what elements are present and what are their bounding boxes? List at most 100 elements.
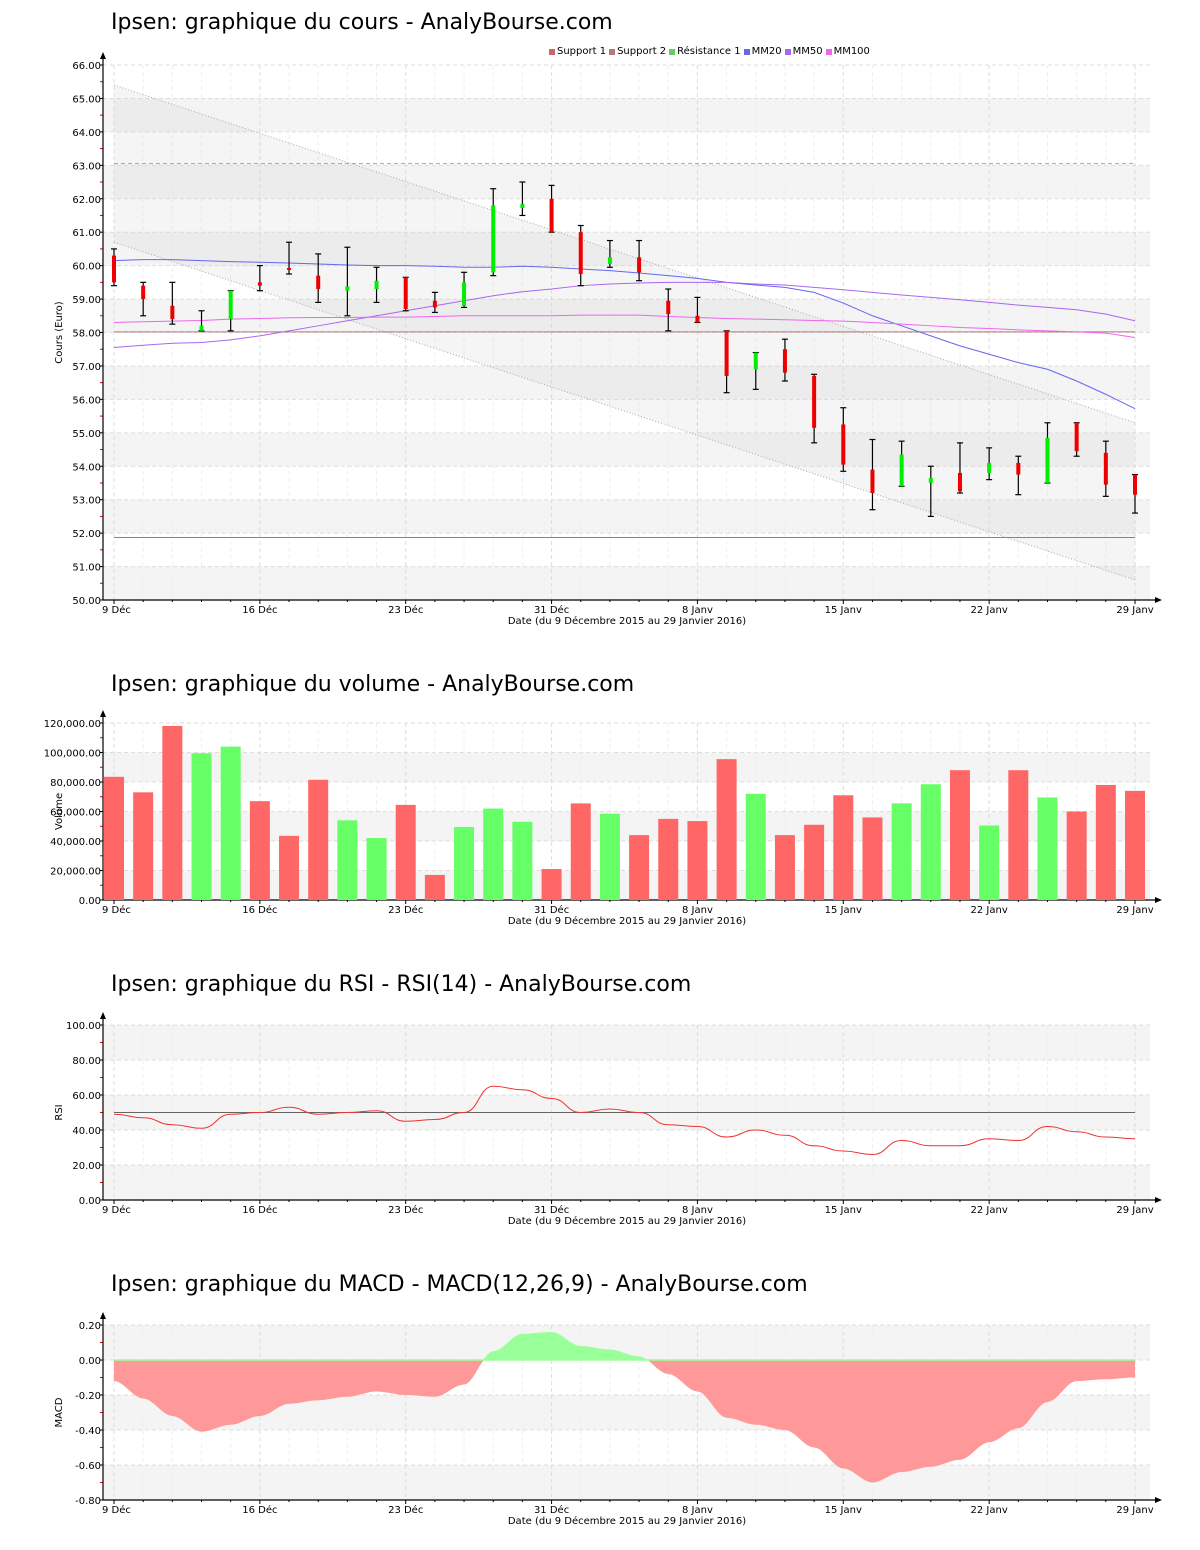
svg-text:23 Déc: 23 Déc [388,604,423,616]
svg-text:60,000.00: 60,000.00 [50,808,101,819]
svg-text:Volume: Volume [54,793,65,830]
svg-text:31 Déc: 31 Déc [534,1204,569,1216]
svg-text:0.00: 0.00 [79,1196,101,1207]
svg-text:0.00: 0.00 [79,1356,101,1367]
legend-label: MM100 [833,46,870,57]
volume-bar [833,795,854,900]
candle [1015,455,1022,496]
price-chart-title: Ipsen: graphique du cours - AnalyBourse.… [111,10,613,35]
volume-bar [920,784,941,900]
rsi-line [113,1085,1136,1156]
legend-item: Support 2 [609,46,666,57]
macd-chart-title: Ipsen: graphique du MACD - MACD(12,26,9)… [111,1272,808,1297]
candle [986,447,993,481]
svg-text:15 Janv: 15 Janv [825,905,862,916]
svg-text:23 Déc: 23 Déc [388,1204,423,1216]
macd-positive-area [114,1332,1135,1360]
candle [461,271,468,309]
svg-text:40,000.00: 40,000.00 [50,837,101,848]
svg-text:50.00: 50.00 [72,596,101,607]
svg-text:15 Janv: 15 Janv [825,1205,862,1216]
svg-text:62.00: 62.00 [72,195,101,206]
volume-bar [1066,811,1087,900]
candle [1132,474,1138,514]
volume-bar [862,817,883,900]
legend-label: Support 2 [617,46,667,57]
legend-item: Support 1 [549,46,606,57]
candle [956,442,963,494]
svg-text:57.00: 57.00 [72,362,101,373]
legend-label: Résistance 1 [677,46,741,57]
svg-text:58.00: 58.00 [72,329,101,340]
candle [1044,422,1051,484]
volume-bar [979,825,1000,900]
legend-item: MM100 [825,46,870,57]
candle [169,281,176,325]
svg-text:20,000.00: 20,000.00 [50,867,101,878]
legend-item: MM50 [784,46,823,57]
svg-text:23 Déc: 23 Déc [388,1504,423,1516]
svg-text:8 Janv: 8 Janv [682,1505,713,1516]
candle [140,281,147,317]
svg-text:Date (du 9 Décembre 2015 au 29: Date (du 9 Décembre 2015 au 29 Janvier 2… [508,915,746,927]
legend-swatch [669,48,676,55]
volume-bar [308,779,329,900]
svg-text:54.00: 54.00 [72,462,101,473]
svg-text:31 Déc: 31 Déc [534,1504,569,1516]
svg-text:9 Déc: 9 Déc [102,604,131,616]
candle [606,239,613,268]
candle [927,465,934,518]
svg-text:20.00: 20.00 [72,1161,101,1172]
volume-bar [366,838,387,900]
legend-label: MM50 [792,46,823,57]
svg-text:61.00: 61.00 [72,228,101,239]
svg-text:8 Janv: 8 Janv [682,605,713,616]
svg-text:15 Janv: 15 Janv [825,605,862,616]
volume-bar [716,759,737,900]
candle [723,330,730,394]
svg-text:40.00: 40.00 [72,1126,101,1137]
candle [227,290,234,332]
svg-text:Cours (Euro): Cours (Euro) [54,301,65,364]
candle [198,310,205,332]
candle [752,351,759,390]
volume-bar [512,821,533,900]
volume-bar [687,821,708,900]
volume-bar [745,793,766,900]
svg-text:64.00: 64.00 [72,128,101,139]
svg-text:9 Déc: 9 Déc [102,1504,131,1516]
svg-text:0.20: 0.20 [79,1321,101,1332]
legend-swatch [784,48,791,55]
candle [315,253,322,304]
svg-text:8 Janv: 8 Janv [682,905,713,916]
volume-bar [1037,797,1058,900]
svg-text:56.00: 56.00 [72,395,101,406]
svg-text:66.00: 66.00 [72,61,101,72]
svg-text:Date (du 9 Décembre 2015 au 29: Date (du 9 Décembre 2015 au 29 Janvier 2… [508,615,746,627]
rsi-chart: Ipsen: graphique du RSI - RSI(14) - Anal… [0,960,1200,1240]
svg-text:29 Janv: 29 Janv [1116,605,1153,616]
legend-swatch [825,48,832,55]
volume-bar [1008,770,1029,900]
svg-text:16 Déc: 16 Déc [242,604,277,616]
svg-text:55.00: 55.00 [72,429,101,440]
macd-negative-area [114,1360,1135,1483]
svg-text:15 Janv: 15 Janv [825,1505,862,1516]
candle [286,241,293,275]
svg-text:80.00: 80.00 [72,1056,101,1067]
candle [636,239,643,282]
candle [402,276,409,312]
svg-text:31 Déc: 31 Déc [534,604,569,616]
svg-text:100.00: 100.00 [66,1021,101,1032]
legend-item: MM20 [743,46,782,57]
svg-text:Date (du 9 Décembre 2015 au 29: Date (du 9 Décembre 2015 au 29 Janvier 2… [508,1215,746,1227]
svg-text:120,000.00: 120,000.00 [44,719,101,730]
volume-bar [570,803,591,900]
candle [1073,422,1080,457]
volume-bar [1095,784,1116,900]
volume-bar [279,835,300,900]
svg-text:16 Déc: 16 Déc [242,1204,277,1216]
svg-text:52.00: 52.00 [72,529,101,540]
svg-text:22 Janv: 22 Janv [971,1205,1008,1216]
volume-bar [424,874,445,900]
